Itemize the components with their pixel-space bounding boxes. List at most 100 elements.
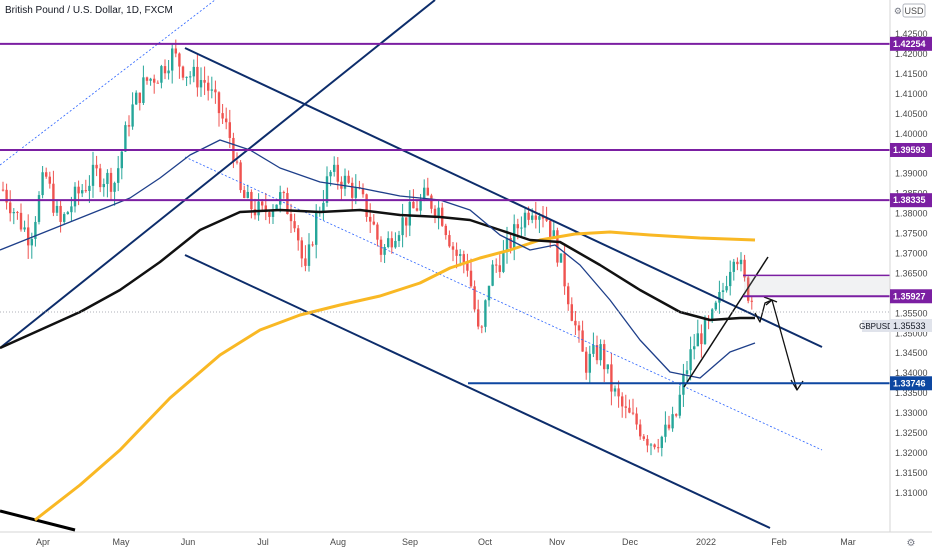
candle-body — [77, 186, 80, 194]
candle-body — [372, 221, 375, 225]
settings-icon[interactable]: ⚙ — [894, 6, 902, 16]
candle-body — [520, 227, 523, 229]
candle-body — [81, 190, 84, 194]
y-tick-label: 1.33500 — [895, 388, 928, 398]
candle-body — [469, 270, 473, 287]
y-tick-label: 1.40500 — [895, 109, 928, 119]
y-tick-label: 1.36500 — [895, 268, 928, 278]
price-axis[interactable]: 1.42500 1.42000 1.41500 1.41000 1.40500 1.400… — [895, 29, 928, 498]
x-tick-label: Feb — [771, 537, 787, 547]
y-tick-label: 1.42500 — [895, 29, 928, 39]
candle-body — [149, 78, 152, 81]
x-tick-label: Apr — [36, 537, 50, 547]
symbol-tag — [862, 320, 890, 332]
x-tick-label: 2022 — [696, 537, 716, 547]
candle-body — [102, 183, 105, 188]
candle-body — [592, 345, 595, 354]
candle-body — [545, 218, 548, 221]
drawing-overlays — [0, 0, 890, 532]
candle-body — [214, 89, 217, 93]
price-level-labels: 1.42254 1.39593 1.38335 1.35927 1.33746 — [890, 36, 932, 391]
y-tick-label: 1.31000 — [895, 488, 928, 498]
candle-body — [667, 424, 671, 429]
candle-body — [696, 333, 699, 347]
candle-body — [693, 346, 696, 350]
channel-lower-line — [184, 254, 771, 529]
candle-body — [246, 191, 249, 198]
candle-body — [19, 212, 23, 230]
candle-body — [721, 290, 725, 293]
candle-body — [365, 194, 368, 217]
candle-body — [444, 225, 447, 236]
channel-upper-line — [184, 47, 823, 348]
candle-body — [736, 261, 739, 265]
y-tick-label: 1.37500 — [895, 229, 928, 239]
candle-body — [207, 82, 210, 91]
candle-body — [455, 249, 458, 256]
candle-body — [369, 216, 372, 222]
candle-body — [181, 66, 185, 78]
candle-body — [120, 151, 123, 169]
candle-body — [603, 344, 606, 370]
candle-body — [617, 388, 620, 397]
currency-badge[interactable] — [902, 3, 926, 18]
candle-body — [480, 326, 483, 328]
candle-body — [124, 125, 127, 152]
candle-body — [412, 201, 415, 209]
candle-body — [527, 212, 530, 220]
level-label: 1.39593 — [893, 145, 926, 155]
candle-body — [333, 164, 336, 172]
candle-body — [477, 309, 480, 327]
candle-body — [307, 244, 311, 266]
candle-body — [275, 204, 278, 210]
candle-body — [678, 394, 681, 416]
x-tick-label: Dec — [622, 537, 639, 547]
candle-body — [675, 414, 678, 416]
candle-body — [264, 205, 267, 213]
candle-body — [153, 78, 156, 83]
gear-icon[interactable]: ⚙ — [907, 538, 916, 549]
candle-body — [34, 221, 37, 239]
candle-body — [174, 48, 177, 54]
ma-200-line — [34, 230, 756, 522]
candle-body — [217, 92, 221, 114]
candle-body — [210, 89, 213, 91]
candle-body — [624, 406, 627, 408]
candle-body — [235, 161, 239, 163]
candle-body — [462, 254, 465, 263]
candle-body — [606, 364, 609, 370]
x-tick-label: Oct — [478, 537, 493, 547]
candle-body — [27, 227, 30, 246]
candle-body — [156, 82, 159, 84]
candle-body — [577, 325, 581, 331]
candle-body — [401, 217, 404, 236]
candle-body — [505, 238, 509, 251]
horizontal-levels — [0, 42, 890, 385]
candle-body — [228, 122, 231, 138]
candle-body — [419, 199, 422, 211]
y-tick-label: 1.32000 — [895, 448, 928, 458]
candle-body — [12, 212, 15, 214]
candle-body — [595, 345, 599, 361]
plot-area[interactable] — [1, 39, 753, 457]
candle-body — [646, 438, 649, 446]
candle-body — [293, 221, 296, 229]
candle-body — [502, 250, 505, 272]
candle-body — [437, 207, 440, 217]
candle-body — [491, 264, 494, 286]
candle-body — [142, 77, 145, 103]
last-price-label: 1.35533 — [893, 321, 926, 331]
highlight-zone — [744, 275, 890, 297]
candle-body — [354, 187, 357, 198]
candle-body — [585, 351, 588, 373]
candle-body — [376, 224, 379, 240]
candle-body — [95, 164, 98, 169]
candle-body — [394, 240, 397, 248]
rising-trend-line — [683, 256, 769, 388]
time-axis[interactable]: Apr May Jun Jul Aug Sep Oct Nov Dec 2022 Feb Mar — [36, 537, 856, 547]
candle-body — [361, 188, 365, 195]
candle-body — [703, 319, 707, 345]
candle-body — [732, 261, 735, 272]
candle-body — [426, 187, 429, 196]
